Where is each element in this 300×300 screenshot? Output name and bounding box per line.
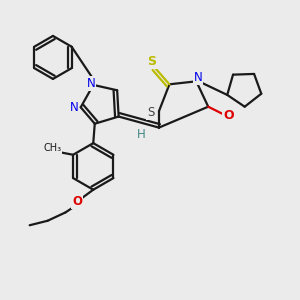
Text: O: O <box>223 109 234 122</box>
Text: CH₃: CH₃ <box>43 143 61 153</box>
Text: N: N <box>86 76 95 90</box>
Text: O: O <box>72 195 82 208</box>
Text: H: H <box>137 128 146 141</box>
Text: S: S <box>147 106 154 119</box>
Text: S: S <box>148 55 157 68</box>
Text: N: N <box>194 71 203 84</box>
Text: N: N <box>70 101 79 114</box>
